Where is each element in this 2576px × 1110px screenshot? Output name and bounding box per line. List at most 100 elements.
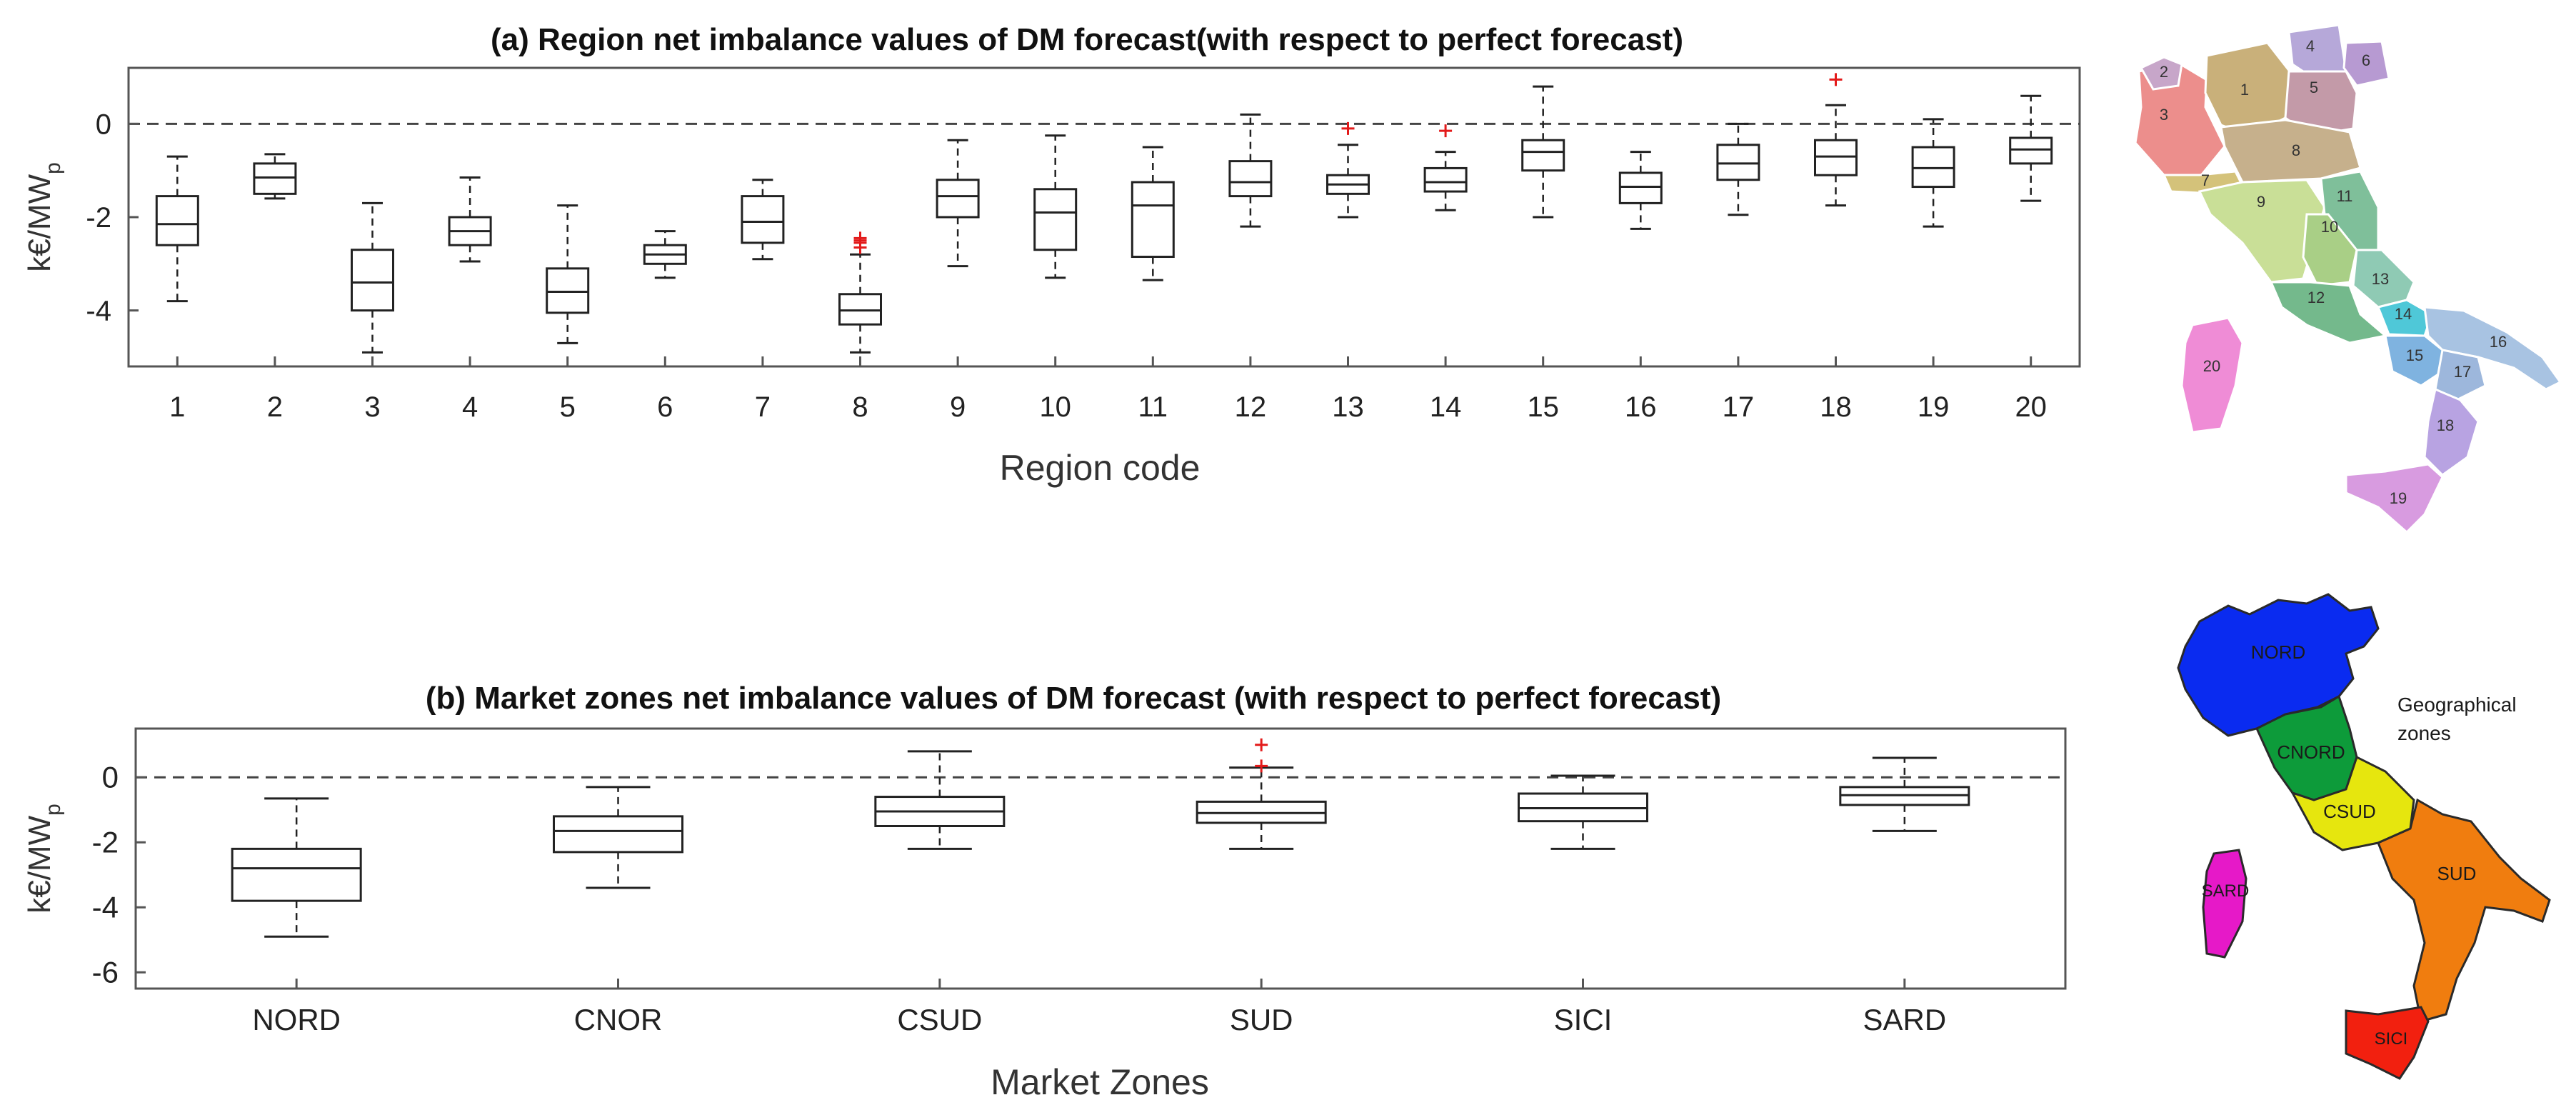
iqr-box (351, 249, 394, 312)
chart-a-ytick-label: -2 (86, 202, 111, 234)
chart-a-title: (a) Region net imbalance values of DM fo… (491, 22, 1683, 57)
chart-b-market-zones-imbalance: (b) Market zones net imbalance values of… (22, 681, 2067, 1102)
zone-shape-sard (2202, 849, 2247, 959)
chart-a-xtick-label: 7 (755, 391, 771, 423)
chart-a-box-17 (1716, 122, 1760, 216)
iqr-box (838, 293, 882, 326)
chart-a-xtick-label: 16 (1625, 391, 1657, 423)
map-region-2 (2139, 56, 2183, 91)
chart-a-xtick-label: 2 (267, 391, 283, 423)
chart-b-ytick-label: -6 (92, 955, 119, 989)
iqr-box (936, 179, 980, 219)
map-region-5 (2284, 70, 2358, 137)
map-region-number-16: 16 (2490, 333, 2507, 351)
iqr-box (2009, 136, 2053, 165)
map-region-18 (2423, 387, 2480, 476)
iqr-box (546, 267, 590, 314)
iqr-box (741, 195, 785, 244)
map-region-number-2: 2 (2160, 63, 2168, 81)
chart-a-box-3 (351, 201, 394, 354)
map-region-17 (2434, 349, 2487, 401)
chart-a-box-18 (1814, 73, 1858, 207)
map-region-number-20: 20 (2203, 357, 2220, 375)
map-region-6 (2342, 40, 2390, 87)
chart-a-box-8 (838, 231, 882, 354)
iqr-box (1716, 144, 1760, 181)
zone-label-nord: NORD (2251, 641, 2306, 663)
iqr-box (553, 815, 683, 854)
map-region-number-7: 7 (2201, 171, 2210, 189)
chart-a-y-ticks: 0 -2 -4 (86, 109, 139, 327)
outlier-marker (1341, 121, 1355, 135)
chart-a-ylabel: k€/MWp (22, 162, 65, 272)
iqr-box (1814, 139, 1858, 176)
chart-a-boxes (155, 73, 2053, 354)
chart-a-xtick-label: 20 (2015, 391, 2047, 423)
map-region-10 (2302, 213, 2358, 287)
chart-b-box-CSUD (874, 750, 1006, 850)
chart-a-xtick-label: 14 (1430, 391, 1462, 423)
iqr-box (1521, 139, 1565, 172)
chart-b-ylabel: k€/MWp (22, 804, 65, 914)
chart-b-ytick-label: 0 (102, 760, 119, 794)
chart-a-xtick-label: 13 (1332, 391, 1364, 423)
iqr-box (1228, 160, 1273, 198)
chart-a-xlabel: Region code (1000, 448, 1201, 488)
chart-b-box-SUD (1196, 738, 1327, 850)
chart-b-y-ticks: 0 -2 -4 -6 (92, 760, 146, 989)
chart-a-xtick-label: 12 (1235, 391, 1267, 423)
map-region-number-5: 5 (2310, 79, 2318, 96)
chart-b-box-CNOR (553, 786, 683, 889)
chart-a-box-10 (1033, 134, 1078, 279)
chart-a-xtick-label: 10 (1039, 391, 1071, 423)
chart-a-box-15 (1521, 85, 1565, 219)
chart-b-x-ticks: NORD CNOR CSUD SUD SICI SARD (252, 979, 1946, 1036)
chart-a-ytick-label: 0 (96, 109, 111, 140)
chart-a-xtick-label: 18 (1820, 391, 1852, 423)
iqr-box (231, 847, 362, 902)
chart-a-xtick-label: 3 (364, 391, 380, 423)
chart-a-xtick-label: 17 (1723, 391, 1755, 423)
chart-b-boxes (231, 738, 1970, 938)
chart-a-xtick-label: 19 (1918, 391, 1950, 423)
chart-b-ylabel-main: k€/MW (22, 815, 57, 913)
map-region-number-6: 6 (2362, 51, 2370, 69)
chart-a-box-11 (1131, 146, 1175, 281)
map-region-number-17: 17 (2454, 363, 2471, 381)
map-region-number-3: 3 (2160, 106, 2168, 124)
outlier-marker (853, 241, 867, 254)
chart-b-xlabel: Market Zones (991, 1062, 1209, 1102)
chart-a-box-7 (741, 179, 785, 261)
outlier-marker (1439, 124, 1453, 138)
outlier-marker (1255, 738, 1268, 751)
chart-a-box-1 (155, 155, 199, 303)
map-region-number-4: 4 (2306, 37, 2315, 55)
chart-a-xtick-label: 11 (1138, 391, 1168, 423)
map-region-3 (2134, 61, 2226, 179)
zone-shape-csud (2290, 755, 2415, 851)
chart-a-xtick-label: 6 (657, 391, 673, 423)
chart-a-ytick-label: -4 (86, 296, 111, 327)
zones-caption-line1: Geographical (2397, 694, 2517, 716)
outlier-marker (1829, 73, 1843, 86)
map-region-19 (2345, 463, 2444, 534)
chart-a-xtick-label: 1 (169, 391, 185, 423)
zone-shape-nord (2177, 593, 2380, 737)
zone-label-sud: SUD (2437, 863, 2477, 884)
zone-label-cnord: CNORD (2277, 741, 2345, 763)
chart-a-box-19 (1911, 118, 1955, 228)
chart-a-box-12 (1228, 113, 1273, 228)
chart-b-box-SICI (1518, 774, 1648, 850)
chart-b-ylabel-sub: p (41, 804, 65, 816)
map-region-number-18: 18 (2437, 416, 2454, 434)
chart-a-xtick-label: 4 (462, 391, 478, 423)
zone-shape-sici (2345, 1006, 2430, 1080)
chart-b-box-NORD (231, 797, 362, 938)
map-region-20 (2180, 316, 2244, 434)
chart-a-region-imbalance: (a) Region net imbalance values of DM fo… (22, 22, 2081, 488)
chart-a-xtick-label: 8 (852, 391, 868, 423)
map-region-number-10: 10 (2321, 218, 2338, 236)
